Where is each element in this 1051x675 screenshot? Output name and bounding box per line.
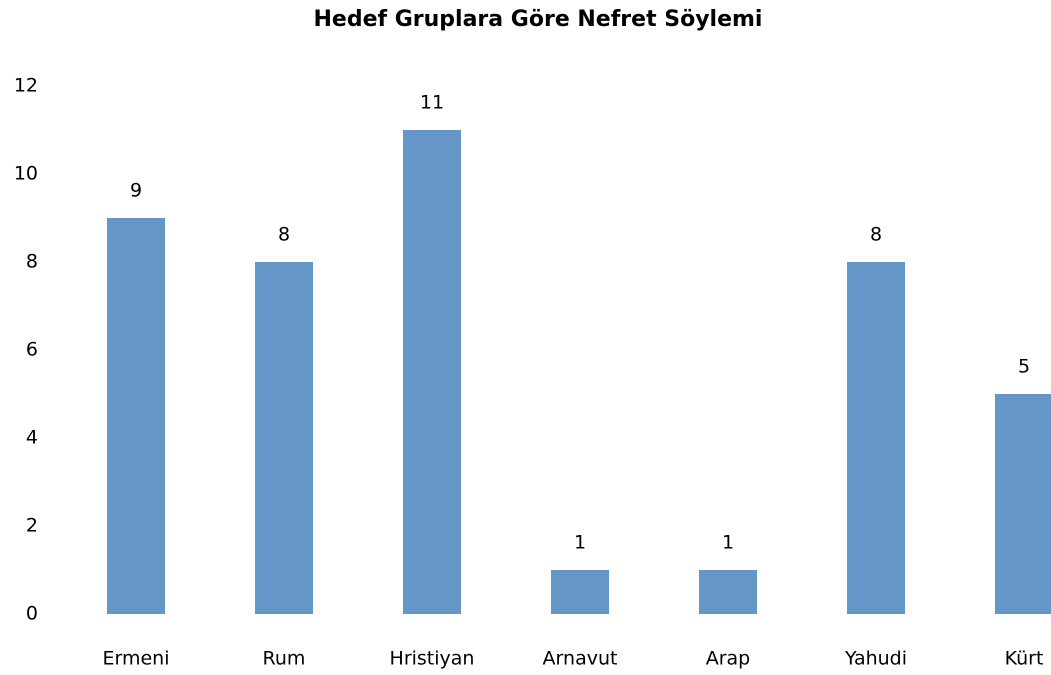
data-label: 11 [420,92,444,114]
x-tick-label: Arnavut [543,648,618,670]
bar [699,570,757,614]
y-tick-label: 10 [14,163,38,185]
y-tick-label: 2 [26,515,38,537]
chart-title: Hedef Gruplara Göre Nefret Söylemi [314,7,763,32]
y-tick-label: 6 [26,339,38,361]
bar [847,262,905,614]
bar [107,218,165,614]
bar [255,262,313,614]
y-tick-label: 4 [26,427,38,449]
data-label: 9 [130,180,142,202]
bar [551,570,609,614]
data-label: 8 [278,224,290,246]
y-tick-label: 8 [26,251,38,273]
x-tick-label: Hristiyan [390,648,475,670]
x-tick-label: Rum [263,648,306,670]
bar [403,130,461,614]
data-label: 1 [574,532,586,554]
y-tick-label: 12 [14,75,38,97]
bar [995,394,1051,614]
x-tick-label: Ermeni [102,648,169,670]
data-label: 5 [1018,356,1030,378]
x-tick-label: Arap [706,648,751,670]
y-tick-label: 0 [26,603,38,625]
x-tick-label: Kürt [1005,648,1044,670]
x-tick-label: Yahudi [844,648,907,670]
data-label: 1 [722,532,734,554]
data-label: 8 [870,224,882,246]
